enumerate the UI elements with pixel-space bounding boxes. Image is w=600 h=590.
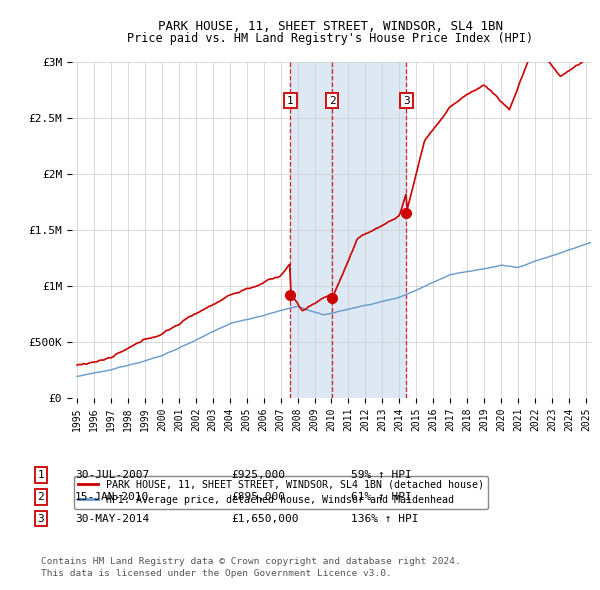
- Text: 3: 3: [403, 96, 410, 106]
- Text: 136% ↑ HPI: 136% ↑ HPI: [351, 514, 419, 523]
- Text: 30-MAY-2014: 30-MAY-2014: [75, 514, 149, 523]
- Text: 1: 1: [37, 470, 44, 480]
- Text: 2: 2: [37, 492, 44, 502]
- Text: This data is licensed under the Open Government Licence v3.0.: This data is licensed under the Open Gov…: [41, 569, 392, 578]
- Text: 59% ↑ HPI: 59% ↑ HPI: [351, 470, 412, 480]
- Text: £925,000: £925,000: [231, 470, 285, 480]
- Text: Price paid vs. HM Land Registry's House Price Index (HPI): Price paid vs. HM Land Registry's House …: [127, 32, 533, 45]
- Text: 1: 1: [287, 96, 294, 106]
- Text: 61% ↑ HPI: 61% ↑ HPI: [351, 492, 412, 502]
- Text: 2: 2: [329, 96, 335, 106]
- Text: 3: 3: [37, 514, 44, 523]
- Text: 30-JUL-2007: 30-JUL-2007: [75, 470, 149, 480]
- Bar: [290, 62, 406, 398]
- Text: Contains HM Land Registry data © Crown copyright and database right 2024.: Contains HM Land Registry data © Crown c…: [41, 557, 461, 566]
- Text: £1,650,000: £1,650,000: [231, 514, 299, 523]
- Text: 15-JAN-2010: 15-JAN-2010: [75, 492, 149, 502]
- Legend: PARK HOUSE, 11, SHEET STREET, WINDSOR, SL4 1BN (detached house), HPI: Average pr: PARK HOUSE, 11, SHEET STREET, WINDSOR, S…: [74, 476, 488, 509]
- Text: £895,000: £895,000: [231, 492, 285, 502]
- Text: PARK HOUSE, 11, SHEET STREET, WINDSOR, SL4 1BN: PARK HOUSE, 11, SHEET STREET, WINDSOR, S…: [157, 20, 503, 33]
